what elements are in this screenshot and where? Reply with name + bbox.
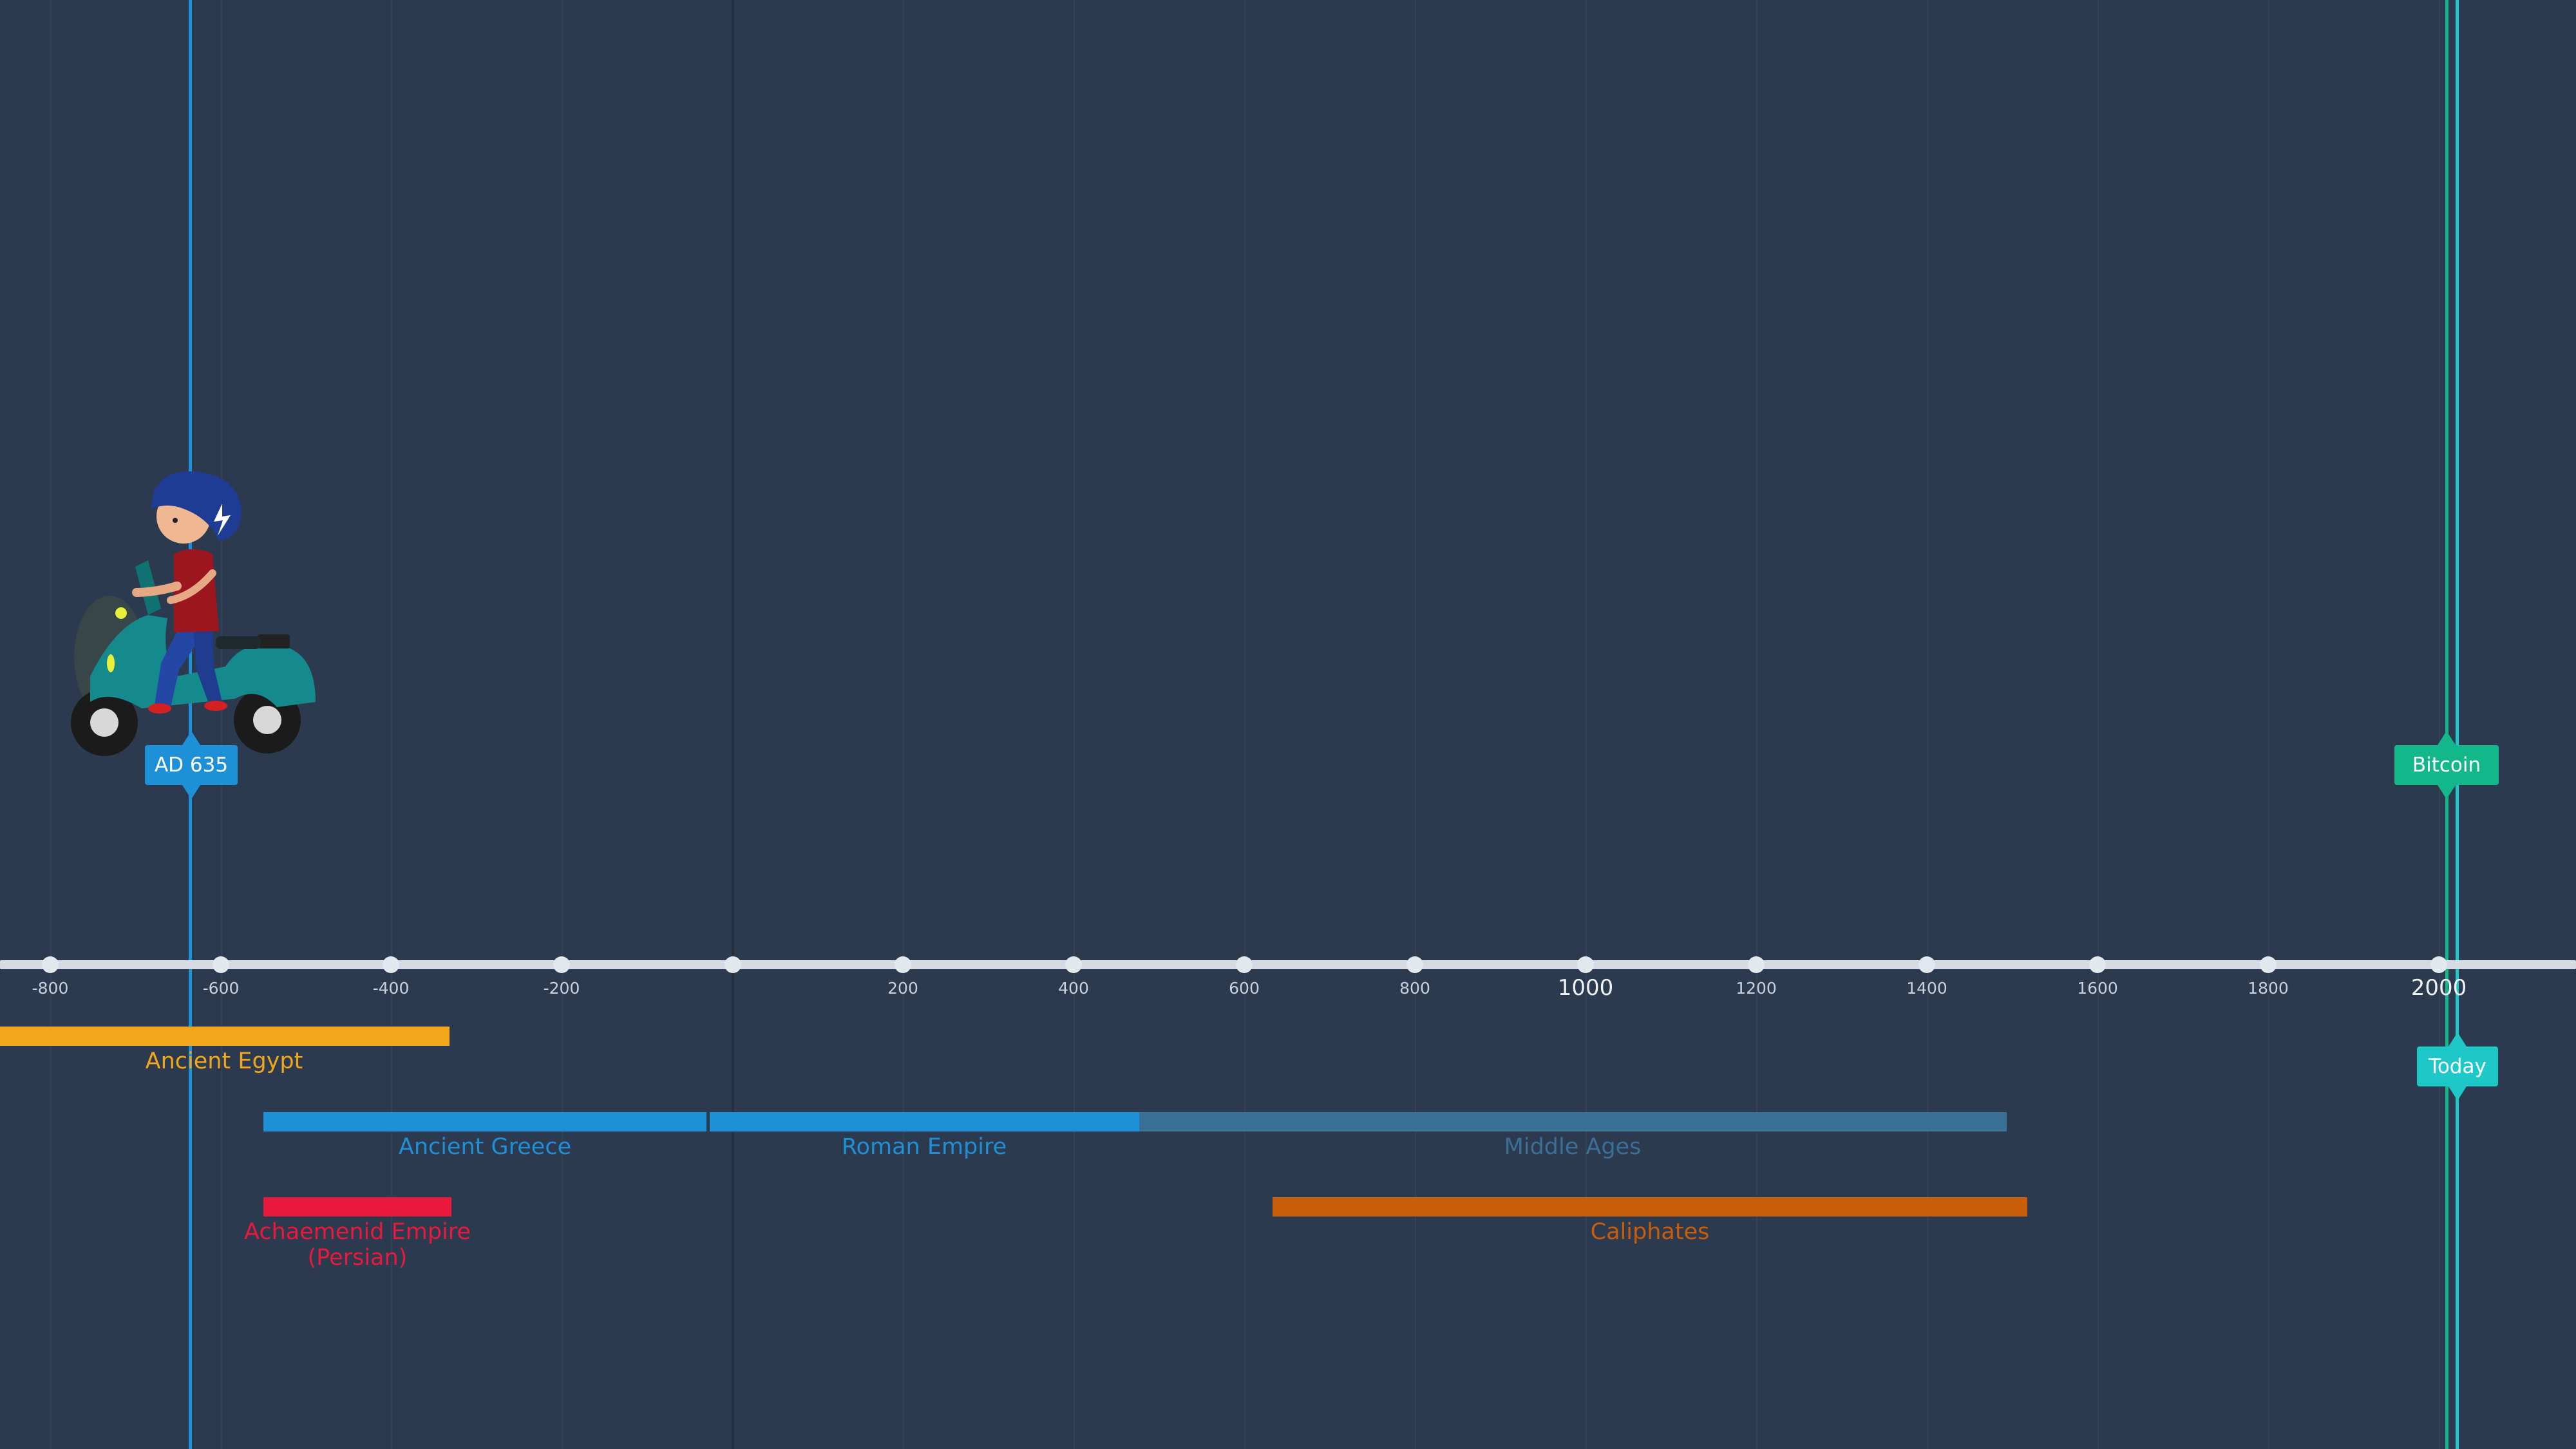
grid-line bbox=[903, 0, 904, 1449]
year-zero-line bbox=[732, 0, 734, 1449]
tick-dot[interactable] bbox=[553, 956, 570, 973]
period-bar-achaemenid-empire[interactable] bbox=[263, 1197, 451, 1217]
bitcoin-event-marker[interactable]: Bitcoin bbox=[2394, 731, 2499, 799]
tick-label: 400 bbox=[1058, 979, 1089, 998]
tick-dot[interactable] bbox=[1065, 956, 1082, 973]
current-year-marker[interactable]: AD 635 bbox=[145, 731, 238, 799]
achaemenid-label-line1: Achaemenid Empire bbox=[244, 1219, 471, 1245]
tick-dot[interactable] bbox=[2260, 956, 2277, 973]
period-label-ancient-egypt: Ancient Egypt bbox=[145, 1048, 303, 1074]
current-year-label: AD 635 bbox=[154, 753, 229, 777]
achaemenid-label-line2: (Persian) bbox=[307, 1245, 408, 1271]
today-line bbox=[2456, 0, 2459, 1449]
grid-line bbox=[1415, 0, 1416, 1449]
tick-label: 1800 bbox=[2248, 979, 2289, 998]
tick-dot[interactable] bbox=[2430, 956, 2447, 973]
tick-label: 200 bbox=[887, 979, 918, 998]
bitcoin-event-line bbox=[2445, 0, 2448, 1449]
grid-line bbox=[2439, 0, 2440, 1449]
scooter-rider-icon[interactable] bbox=[64, 464, 322, 760]
period-label-caliphates: Caliphates bbox=[1590, 1219, 1710, 1245]
tick-dot[interactable] bbox=[1748, 956, 1765, 973]
grid-line bbox=[50, 0, 52, 1449]
tick-dot[interactable] bbox=[2089, 956, 2106, 973]
grid-line bbox=[1927, 0, 1928, 1449]
tick-dot[interactable] bbox=[1577, 956, 1594, 973]
period-label-achaemenid-empire: Achaemenid Empire (Persian) bbox=[196, 1219, 518, 1271]
tick-dot[interactable] bbox=[1918, 956, 1935, 973]
tick-dot[interactable] bbox=[895, 956, 911, 973]
tick-label: 800 bbox=[1399, 979, 1430, 998]
today-marker[interactable]: Today bbox=[2417, 1032, 2498, 1101]
period-bar-caliphates[interactable] bbox=[1273, 1197, 2027, 1217]
tick-label: -600 bbox=[202, 979, 240, 998]
tick-dot[interactable] bbox=[213, 956, 229, 973]
tick-label: -200 bbox=[543, 979, 580, 998]
period-bar-ancient-greece[interactable] bbox=[263, 1112, 706, 1132]
tick-dot[interactable] bbox=[383, 956, 399, 973]
tick-label: 1000 bbox=[1557, 975, 1614, 1001]
tick-label: 1200 bbox=[1736, 979, 1777, 998]
tick-label: -400 bbox=[372, 979, 410, 998]
tick-label: -800 bbox=[32, 979, 69, 998]
tick-dot[interactable] bbox=[1406, 956, 1423, 973]
current-position-line bbox=[189, 0, 192, 1449]
period-bar-ancient-egypt[interactable] bbox=[0, 1027, 450, 1046]
period-label-roman-empire: Roman Empire bbox=[841, 1134, 1007, 1160]
tick-dot[interactable] bbox=[1236, 956, 1253, 973]
period-label-ancient-greece: Ancient Greece bbox=[398, 1134, 572, 1160]
today-label: Today bbox=[2429, 1055, 2486, 1078]
tick-dot[interactable] bbox=[42, 956, 59, 973]
year-zero-dot[interactable] bbox=[724, 956, 741, 973]
bitcoin-event-label: Bitcoin bbox=[2412, 753, 2481, 777]
period-bar-roman-empire[interactable] bbox=[710, 1112, 1139, 1132]
tick-label: 600 bbox=[1229, 979, 1260, 998]
period-bar-middle-ages[interactable] bbox=[1139, 1112, 2007, 1132]
grid-line bbox=[2268, 0, 2269, 1449]
tick-label: 1600 bbox=[2077, 979, 2118, 998]
grid-line bbox=[1074, 0, 1075, 1449]
tick-label: 1400 bbox=[1906, 979, 1947, 998]
grid-line bbox=[1244, 0, 1245, 1449]
grid-line bbox=[2098, 0, 2099, 1449]
tick-label: 2000 bbox=[2410, 975, 2467, 1001]
grid-line bbox=[562, 0, 563, 1449]
period-label-middle-ages: Middle Ages bbox=[1504, 1134, 1642, 1160]
